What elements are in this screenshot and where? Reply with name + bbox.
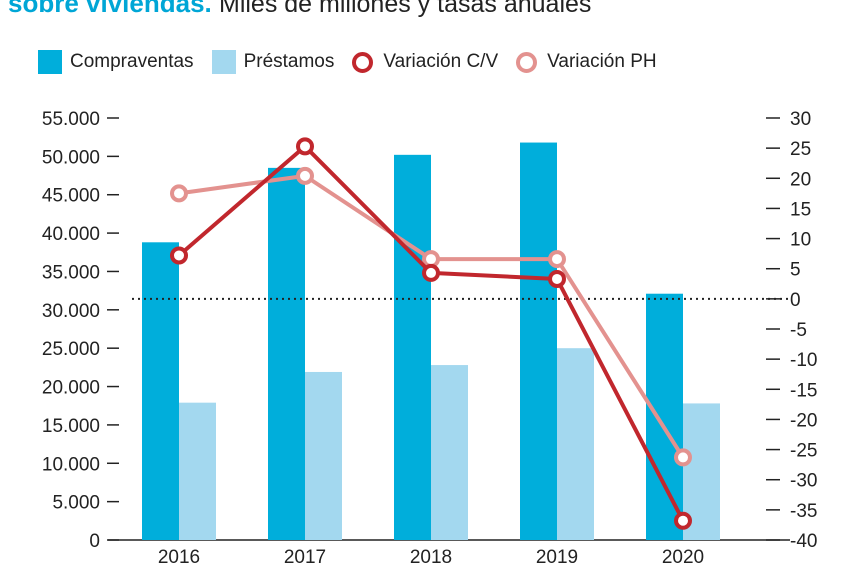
y-left-tick-label: 30.000 [42, 301, 100, 322]
y-left-tick-label: 25.000 [42, 339, 100, 360]
y-right-tick-label: 20 [790, 169, 811, 190]
y-left-tick-label: 15.000 [42, 416, 100, 437]
y-right-tick-label: 5 [790, 260, 801, 281]
y-left-tick-label: 20.000 [42, 378, 100, 399]
y-left-tick-label: 55.000 [42, 109, 100, 130]
y-right-tick-label: 0 [790, 290, 801, 311]
title-subtitle: Miles de millones y tasas anuales [219, 0, 592, 18]
y-left-tick-label: 5.000 [52, 493, 100, 514]
x-tick-label: 2016 [158, 547, 200, 564]
y-right-tick-label: 15 [790, 199, 811, 220]
y-right-tick-label: -20 [790, 410, 817, 431]
x-tick-label: 2017 [284, 547, 326, 564]
legend-label-prestamos: Préstamos [243, 51, 335, 72]
y-right-tick-label: -10 [790, 350, 817, 371]
x-tick-label: 2020 [662, 547, 704, 564]
x-tick-label: 2019 [536, 547, 578, 564]
bar-prestamos [305, 371, 342, 540]
legend: Compraventas Préstamos Variación C/V Var… [38, 48, 675, 76]
point-variacion-cv [674, 511, 692, 530]
legend-label-compraventas: Compraventas [70, 51, 194, 72]
y-right-tick-label: 10 [790, 230, 811, 251]
legend-item-variacion-ph: Variación PH [516, 51, 657, 73]
legend-item-prestamos: Préstamos [211, 50, 335, 74]
bar-compraventas [268, 167, 305, 540]
y-right-tick-label: 30 [790, 109, 811, 130]
legend-swatch-compraventas [38, 50, 62, 74]
chart-title: sobre viviendas. Miles de millones y tas… [8, 0, 591, 19]
bar-compraventas [142, 242, 179, 540]
title-lead: sobre viviendas. [8, 0, 212, 18]
point-variacion-cv [422, 263, 440, 282]
y-left-tick-label: 40.000 [42, 224, 100, 245]
y-left-tick-label: 35.000 [42, 262, 100, 283]
y-right-tick-label: -15 [790, 380, 817, 401]
bar-compraventas [394, 154, 431, 540]
y-left-tick-label: 45.000 [42, 186, 100, 207]
point-variacion-ph [296, 166, 314, 185]
bar-prestamos [557, 348, 594, 540]
y-right-tick-label: -5 [790, 320, 807, 341]
y-right-tick-label: -30 [790, 471, 817, 492]
bar-compraventas [520, 142, 557, 540]
y-right-tick-label: -35 [790, 501, 817, 522]
bar-prestamos [431, 365, 468, 540]
y-left-tick-label: 0 [89, 531, 100, 552]
point-variacion-ph [674, 448, 692, 467]
legend-label-variacion-cv: Variación C/V [383, 51, 499, 72]
y-left-tick-label: 10.000 [42, 454, 100, 475]
legend-label-variacion-ph: Variación PH [547, 51, 657, 72]
bar-prestamos [179, 402, 216, 540]
point-variacion-cv [170, 246, 188, 265]
legend-swatch-prestamos [211, 50, 236, 74]
bar-compraventas [646, 293, 683, 540]
x-tick-label: 2018 [410, 547, 452, 564]
legend-item-compraventas: Compraventas [38, 50, 194, 74]
legend-swatch-variacion-cv [352, 51, 374, 73]
legend-item-variacion-cv: Variación C/V [352, 51, 498, 73]
point-variacion-ph [170, 184, 188, 203]
y-right-tick-label: -25 [790, 441, 817, 462]
point-variacion-cv [548, 269, 566, 288]
legend-swatch-variacion-ph [516, 51, 538, 73]
y-right-tick-label: -40 [790, 531, 817, 552]
point-variacion-cv [296, 137, 314, 156]
y-left-tick-label: 50.000 [42, 147, 100, 168]
point-variacion-ph [548, 250, 566, 269]
y-right-tick-label: 25 [790, 139, 811, 160]
